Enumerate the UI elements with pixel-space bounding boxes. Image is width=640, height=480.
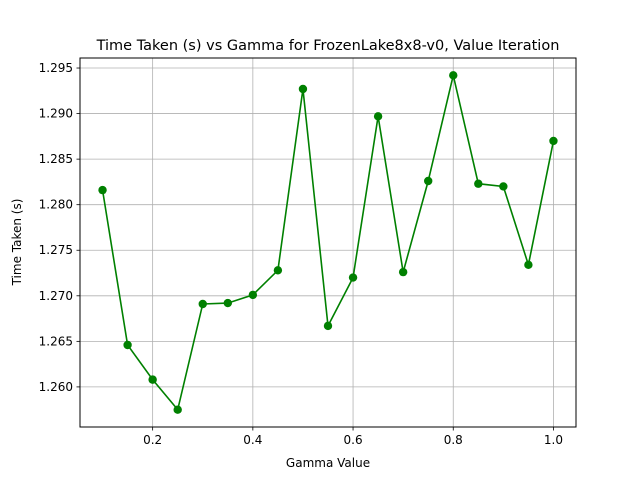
data-point <box>123 340 132 350</box>
y-tick-label: 1.260 <box>39 380 73 394</box>
x-tick-label: 0.6 <box>344 433 363 447</box>
data-point <box>449 71 458 80</box>
y-tick-label: 1.285 <box>39 152 73 166</box>
x-tick-label: 0.8 <box>444 433 463 447</box>
y-tick-label: 1.290 <box>39 107 73 121</box>
y-tick-label: 1.275 <box>39 243 73 257</box>
data-point <box>424 176 433 186</box>
data-point <box>98 185 107 195</box>
data-point <box>298 84 308 94</box>
plot-frame <box>79 57 577 428</box>
data-point <box>223 298 232 308</box>
data-point <box>524 260 533 270</box>
y-tick-label: 1.270 <box>39 289 73 303</box>
y-tick-label: 1.280 <box>39 198 73 212</box>
y-tick-label: 1.295 <box>39 61 73 75</box>
data-point <box>273 266 283 275</box>
x-axis-label: Gamma Value <box>286 456 370 470</box>
x-tick-label: 0.4 <box>243 433 262 447</box>
data-point <box>549 136 558 146</box>
data-point <box>198 299 207 309</box>
data-point <box>398 267 408 277</box>
y-tick-label: 1.265 <box>39 334 73 348</box>
data-point <box>499 182 508 191</box>
data-point <box>148 375 157 384</box>
x-axis-ticks: 0.2 0.4 0.6 0.8 1.0 <box>143 427 563 447</box>
grid-lines <box>80 58 576 427</box>
data-point <box>373 112 383 121</box>
data-point <box>173 405 182 414</box>
data-point <box>323 321 333 331</box>
chart-title: Time Taken (s) vs Gamma for FrozenLake8x… <box>96 38 560 54</box>
x-tick-label: 1.0 <box>544 433 563 447</box>
series-layer <box>98 71 558 414</box>
y-axis-label: Time Taken (s) <box>10 199 24 287</box>
data-point <box>474 179 483 188</box>
y-axis-ticks: 1.260 1.265 1.270 1.275 1.280 1.285 1.290 1.295 <box>39 61 80 394</box>
data-point <box>348 273 358 282</box>
x-tick-label: 0.2 <box>143 433 162 447</box>
data-point <box>248 290 258 300</box>
